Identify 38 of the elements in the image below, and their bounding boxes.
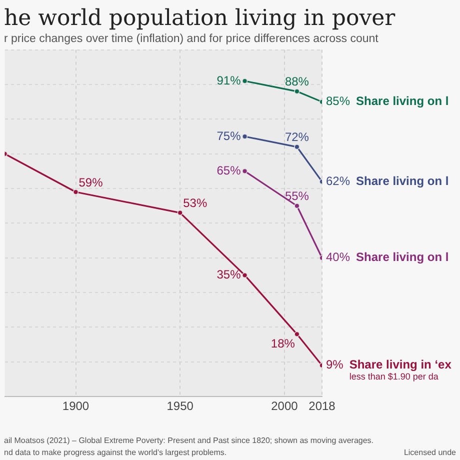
text: Share living on l (356, 250, 449, 264)
data-label: 88% (284, 74, 310, 89)
data-label: 55% (284, 189, 310, 204)
data-label: 53% (183, 196, 208, 210)
point (294, 88, 300, 94)
text: Licensed unde (404, 448, 456, 457)
text: Share living on l (356, 94, 449, 108)
text: less than $1.90 per da (349, 371, 438, 382)
point (242, 168, 248, 174)
data-label: 91% (216, 73, 242, 88)
chart-title: he world population living in pover (3, 5, 396, 31)
text: ail Moatsos (2021) – Global Extreme Poverty: Present and Past since 1820; shown as moving averages. (4, 436, 374, 445)
x-tick-label: 2018 (308, 399, 336, 414)
data-label: 9% (326, 358, 344, 372)
data-label: 72% (284, 130, 310, 144)
data-label: 40% (326, 250, 350, 264)
x-tick-label: 1950 (166, 399, 194, 414)
data-label: 59% (78, 175, 104, 190)
data-label: 62% (326, 174, 350, 188)
data-label: 65% (216, 163, 242, 178)
chart-subtitle: r price changes over time (inflation) and for price differences across count (3, 32, 380, 45)
data-label: 75% (216, 128, 242, 143)
point (242, 134, 248, 140)
text: Share living on l (356, 174, 449, 188)
point (72, 189, 79, 195)
data-label: 35% (216, 268, 242, 282)
text: Share living in ‘ex (349, 358, 452, 372)
point (242, 78, 248, 84)
x-tick-label: 2000 (271, 399, 298, 414)
point (177, 210, 183, 216)
point (294, 203, 300, 209)
point (294, 144, 300, 150)
data-label: 85% (326, 94, 350, 108)
point (242, 272, 248, 278)
x-tick-label: 1900 (62, 399, 90, 414)
text: nd data to make progress against the world’s largest problems. (4, 448, 227, 457)
point (294, 331, 300, 337)
data-label: 18% (270, 336, 296, 350)
